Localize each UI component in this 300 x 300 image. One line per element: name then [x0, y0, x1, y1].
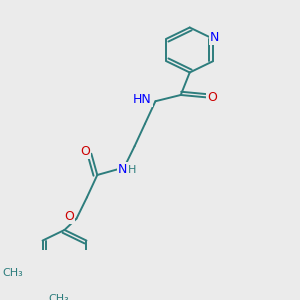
Text: O: O — [207, 91, 217, 104]
Text: N: N — [210, 31, 219, 44]
Text: H: H — [128, 165, 137, 175]
Text: CH₃: CH₃ — [48, 294, 69, 300]
Text: N: N — [118, 164, 127, 176]
Text: HN: HN — [133, 94, 152, 106]
Text: CH₃: CH₃ — [2, 268, 23, 278]
Text: O: O — [80, 145, 90, 158]
Text: O: O — [64, 210, 74, 223]
